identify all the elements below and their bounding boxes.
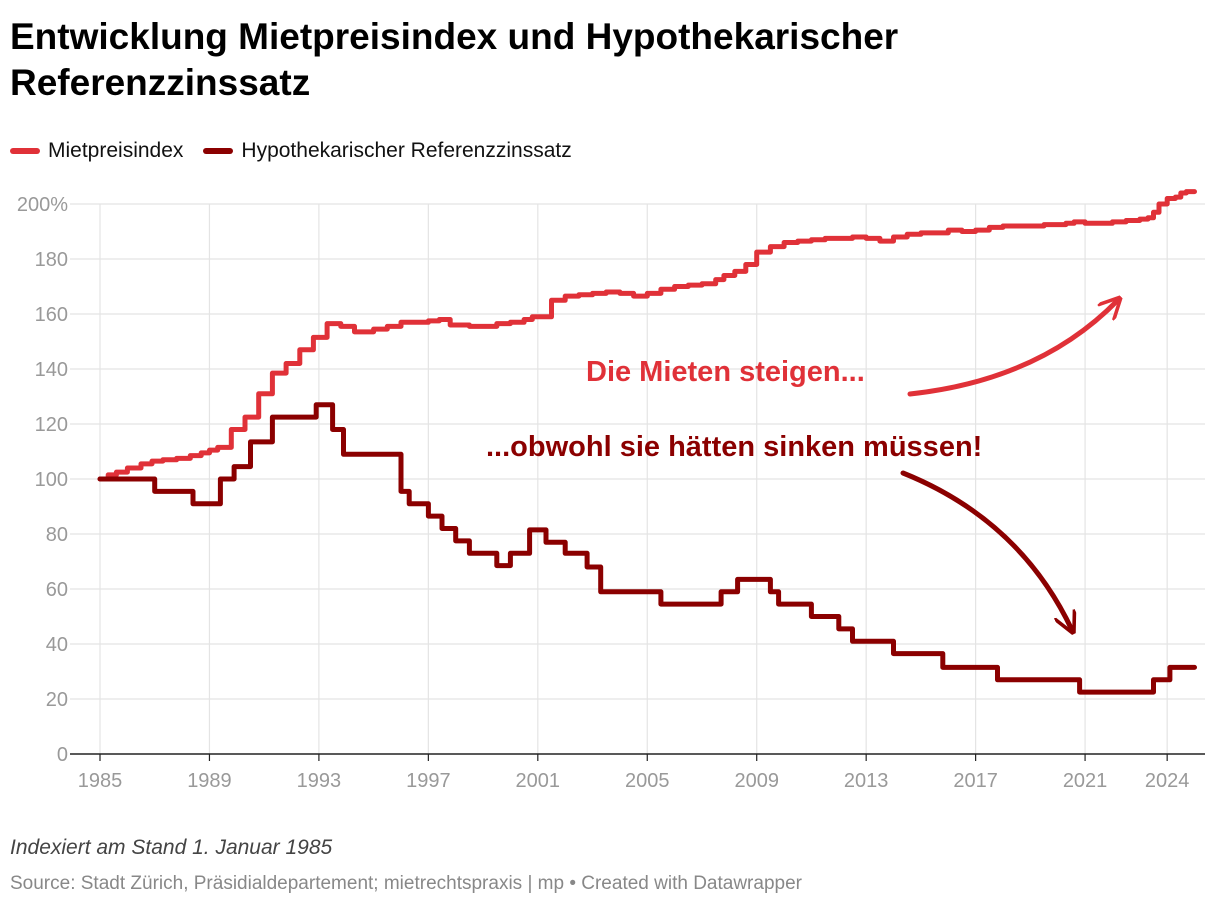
legend-swatch-mietpreisindex <box>10 148 40 154</box>
y-tick-label-0: 0 <box>57 744 68 766</box>
x-tick-label-2021: 2021 <box>1063 770 1108 792</box>
y-tick-label-140: 140 <box>35 359 68 381</box>
y-tick-label-60: 60 <box>46 579 68 601</box>
series-line-referenzzinssatz <box>97 402 1197 695</box>
series-layer <box>97 189 1197 695</box>
annotation-layer: Die Mieten steigen... ...obwohl sie hätt… <box>486 300 1118 630</box>
legend-swatch-referenzzinssatz <box>203 148 234 154</box>
series-line-mietpreisindex <box>97 189 1197 482</box>
chart-legend: Mietpreisindex Hypothekarischer Referenz… <box>10 138 592 164</box>
chart-source: Source: Stadt Zürich, Präsidialdeparteme… <box>10 873 802 894</box>
y-tick-label-40: 40 <box>46 634 68 656</box>
y-tick-label-100: 100 <box>35 469 68 491</box>
axes-layer: 0 20 40 60 80 100 120 140 160 180 200% 1985 1989 1993… <box>17 194 1205 792</box>
x-tick-label-2001: 2001 <box>516 770 561 792</box>
x-tick-label-1993: 1993 <box>297 770 342 792</box>
y-tick-label-20: 20 <box>46 689 68 711</box>
x-tick-label-1985: 1985 <box>78 770 123 792</box>
legend-item-referenzzinssatz: Hypothekarischer Referenzzinssatz <box>203 139 572 163</box>
x-tick-label-2009: 2009 <box>734 770 779 792</box>
y-tick-label-80: 80 <box>46 524 68 546</box>
x-tick-label-1997: 1997 <box>406 770 451 792</box>
annotation-mieten-steigen: Die Mieten steigen... <box>586 356 865 388</box>
x-tick-label-2017: 2017 <box>953 770 998 792</box>
chart-plot: 0 20 40 60 80 100 120 140 160 180 200% 1985 1989 1993… <box>17 189 1205 792</box>
chart-title: Entwicklung Mietpreisindex und Hypotheka… <box>10 16 899 103</box>
y-tick-label-160: 160 <box>35 304 68 326</box>
x-tick-label-2013: 2013 <box>844 770 889 792</box>
y-tick-label-200: 200% <box>17 194 68 216</box>
x-tick-label-1989: 1989 <box>187 770 232 792</box>
chart-note: Indexiert am Stand 1. Januar 1985 <box>10 836 333 859</box>
grid-layer <box>70 203 1205 754</box>
annotation-arrow-down <box>900 470 1072 630</box>
legend-item-mietpreisindex: Mietpreisindex <box>10 139 183 163</box>
legend-label-referenzzinssatz: Hypothekarischer Referenzzinssatz <box>241 139 572 162</box>
x-tick-label-2005: 2005 <box>625 770 670 792</box>
annotation-sinken-muessen: ...obwohl sie hätten sinken müssen! <box>486 431 982 463</box>
x-tick-label-2024: 2024 <box>1145 770 1190 792</box>
annotation-arrow-up <box>907 300 1118 397</box>
legend-label-mietpreisindex: Mietpreisindex <box>48 139 184 162</box>
y-tick-label-120: 120 <box>35 414 68 436</box>
y-tick-label-180: 180 <box>35 249 68 271</box>
